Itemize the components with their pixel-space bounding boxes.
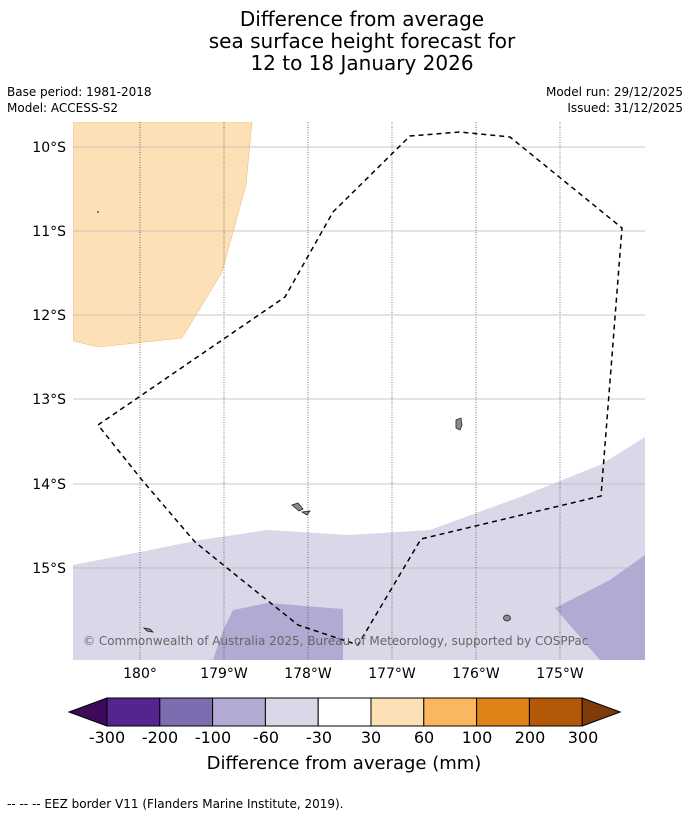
colorbar-segment: [476, 697, 530, 727]
colorbar-tick-label: -300: [88, 728, 126, 747]
colorbar-title: Difference from average (mm): [206, 753, 482, 774]
lon-label: 175°W: [536, 666, 584, 682]
eez-legend-note: -- -- -- EEZ border V11 (Flanders Marine…: [7, 797, 344, 811]
copyright-notice: © Commonwealth of Australia 2025, Bureau…: [83, 634, 588, 648]
island-tokelau-like: [455, 417, 463, 431]
colorbar-tick-label: -60: [252, 728, 280, 747]
issued-date: Issued: 31/12/2025: [567, 101, 683, 115]
lat-label: 13°S: [32, 392, 66, 408]
lon-label: 177°W: [368, 666, 416, 682]
colorbar-tick-label: -30: [305, 728, 333, 747]
small-islet: [97, 211, 99, 213]
colorbar-tick-label: 200: [514, 728, 546, 747]
island-eastern: [503, 614, 511, 622]
anomaly-region-purple-west: [213, 603, 343, 660]
colorbar-tick-label: -200: [141, 728, 179, 747]
colorbar-segment: [423, 697, 478, 727]
lon-label: 178°W: [284, 666, 332, 682]
anomaly-region-orange: [73, 122, 253, 348]
lat-label: 11°S: [32, 224, 66, 240]
colorbar-tick-label: -100: [194, 728, 232, 747]
map-title: Difference from average sea surface heig…: [0, 8, 690, 74]
lon-gridlines: [139, 122, 561, 660]
lon-axis-labels: 180° 179°W 178°W 177°W 176°W 175°W: [123, 666, 584, 682]
colorbar-segment: [159, 697, 214, 727]
anomaly-region-purple-east: [555, 555, 645, 660]
lat-label: 10°S: [32, 140, 66, 156]
colorbar-segment: [212, 697, 266, 727]
eez-border: [96, 131, 623, 646]
colorbar: [67, 697, 622, 727]
meta-right: Model run: 29/12/2025 Issued: 31/12/2025: [546, 84, 683, 116]
lat-label: 12°S: [32, 308, 66, 324]
meta-left: Base period: 1981-2018 Model: ACCESS-S2: [7, 84, 152, 116]
island-western-a: [291, 502, 304, 512]
lat-gridlines: [73, 146, 645, 569]
island-southwest: [142, 627, 155, 633]
colorbar-tick-label: 100: [461, 728, 493, 747]
colorbar-segment: [370, 697, 425, 727]
lat-label: 15°S: [32, 561, 66, 577]
colorbar-tick-label: 60: [413, 728, 435, 747]
title-line-1: Difference from average: [239, 7, 485, 31]
lat-axis-labels: 10°S 11°S 12°S 13°S 14°S 15°S: [32, 140, 66, 577]
colorbar-segment: [264, 697, 319, 727]
colorbar-tick-label: 30: [360, 728, 382, 747]
colorbar-tick-label: 300: [567, 728, 599, 747]
model-run: Model run: 29/12/2025: [545, 85, 683, 99]
colorbar-extend-high: [581, 697, 622, 727]
map-plot-area: © Commonwealth of Australia 2025, Bureau…: [73, 122, 645, 660]
colorbar-extend-low: [67, 697, 108, 727]
colorbar-segment: [528, 697, 583, 727]
model-name: Model: ACCESS-S2: [7, 101, 119, 115]
title-line-2: sea surface height forecast for: [208, 29, 516, 53]
lon-label: 179°W: [200, 666, 248, 682]
lon-label: 180°: [123, 666, 157, 682]
island-western-b: [300, 510, 311, 516]
colorbar-segment: [317, 697, 372, 727]
colorbar-segment: [106, 697, 161, 727]
title-line-3: 12 to 18 January 2026: [250, 51, 474, 75]
lat-label: 14°S: [32, 477, 66, 493]
anomaly-region-light-purple: [73, 437, 645, 660]
base-period: Base period: 1981-2018: [7, 85, 152, 99]
lon-label: 176°W: [452, 666, 500, 682]
islands: [142, 417, 511, 633]
